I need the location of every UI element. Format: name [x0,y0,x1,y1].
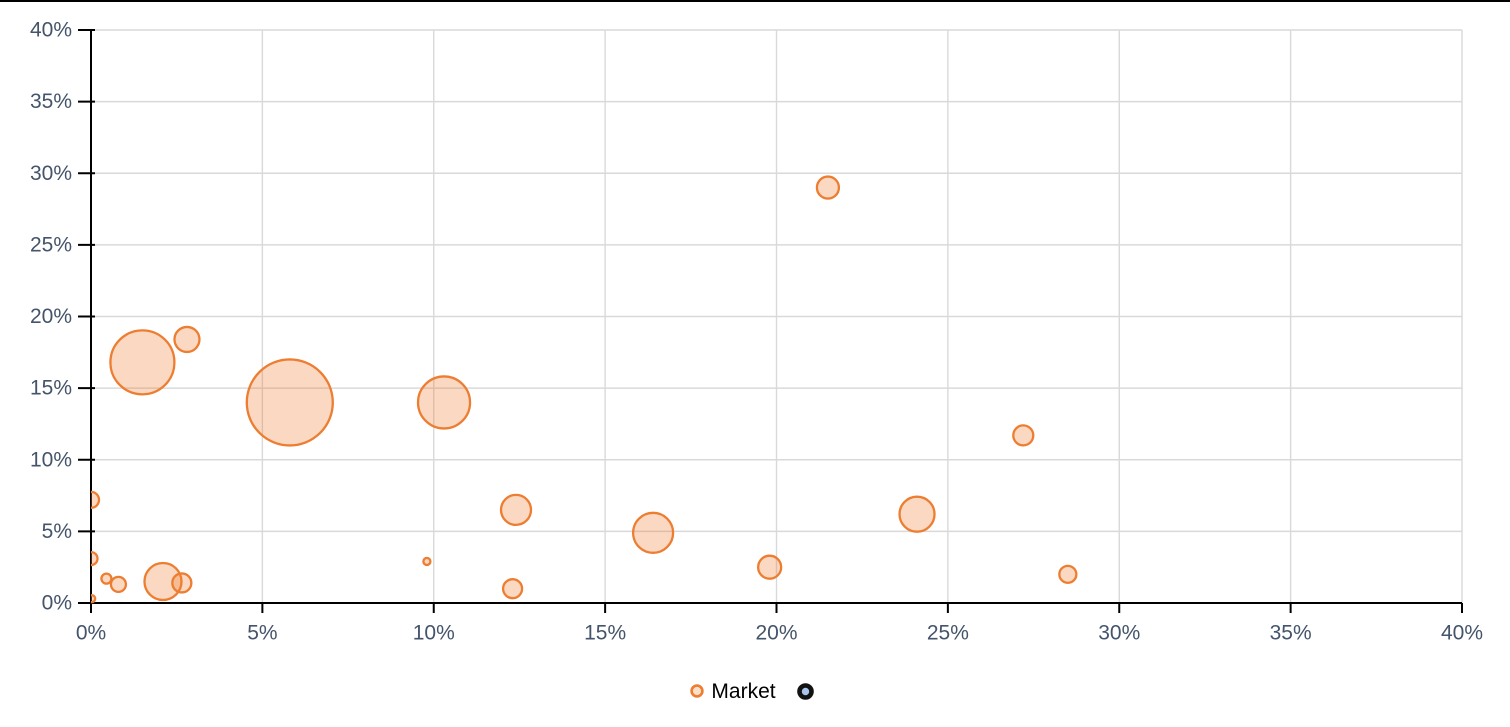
series2-marker-circle [796,682,814,700]
x-axis-tick-label: 25% [927,621,969,644]
bubble[interactable] [499,493,533,527]
x-axis-tick-label: 0% [76,621,106,644]
bubble[interactable] [100,572,113,585]
x-axis-tick-label: 10% [413,621,455,644]
bubble[interactable] [245,358,334,447]
bubble[interactable] [815,175,841,200]
y-axis-tick-label: 40% [30,19,72,42]
x-axis-tick-label: 15% [584,621,626,644]
y-axis-tick-label: 30% [30,162,72,185]
market-marker-circle [690,684,705,698]
x-axis-tick-label: 20% [755,621,797,644]
bubble[interactable] [88,594,97,604]
bubble[interactable] [171,572,193,594]
x-axis-tick-label: 35% [1270,621,1312,644]
series2-marker-icon [796,682,814,700]
y-axis-tick-label: 15% [30,377,72,400]
x-axis-tick-label: 5% [247,621,277,644]
bubble[interactable] [422,556,432,567]
x-axis-tick-label: 40% [1441,621,1483,644]
bubble[interactable] [173,325,201,354]
legend-label-market: Market [711,679,776,703]
bubble[interactable] [1058,564,1078,584]
bubble-series-market [83,175,1078,604]
chart-legend: Market [0,676,1510,706]
bubble-chart[interactable]: 0% 5% 10% 15% 20% 25% 30% 35% 40% 0% 5% 10% 15% 20% 25… [0,0,1510,665]
y-axis-tick-label: 25% [30,233,72,256]
bubble[interactable] [1012,424,1035,447]
x-axis-tick-label: 30% [1098,621,1140,644]
bubble[interactable] [143,561,183,602]
legend-entry-series2[interactable] [796,682,821,701]
top-border [0,0,1510,2]
market-marker-icon [690,684,705,698]
y-axis-tick-label: 0% [42,592,72,615]
legend-entry-market[interactable]: Market [689,679,776,703]
bubble[interactable] [85,550,99,567]
bubble[interactable] [83,490,101,510]
bubble[interactable] [109,329,176,396]
y-axis-tick-label: 20% [30,305,72,328]
bubble[interactable] [501,578,524,600]
y-axis-tick-label: 35% [30,90,72,113]
y-axis-tick-label: 10% [30,448,72,471]
y-axis-tick-label: 5% [42,520,72,543]
bubble[interactable] [109,575,128,594]
bubble[interactable] [898,495,936,533]
bubble[interactable] [416,375,472,430]
bubble[interactable] [631,511,675,554]
bubble[interactable] [756,554,783,580]
